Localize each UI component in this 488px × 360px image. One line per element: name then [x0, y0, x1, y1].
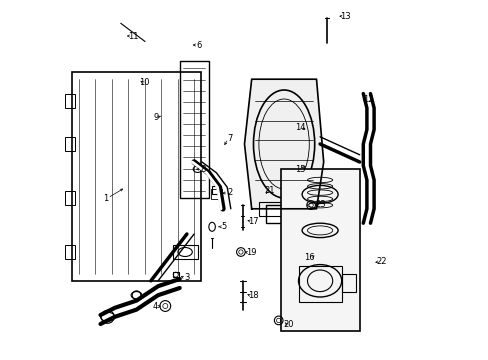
Bar: [64, 137, 75, 151]
Text: 9: 9: [153, 112, 159, 122]
Text: 3: 3: [184, 274, 189, 282]
Bar: [341, 274, 355, 292]
Bar: [179, 61, 208, 198]
Polygon shape: [244, 79, 323, 209]
Bar: [265, 205, 287, 223]
Text: 15: 15: [294, 165, 305, 174]
Text: 4: 4: [153, 302, 158, 311]
Bar: [212, 186, 221, 194]
Bar: [298, 266, 341, 302]
Text: 7: 7: [227, 134, 232, 143]
Text: 22: 22: [375, 257, 386, 266]
Text: 11: 11: [127, 32, 138, 41]
Text: 18: 18: [248, 292, 258, 300]
Bar: [172, 272, 179, 277]
Bar: [211, 189, 222, 199]
Text: 21: 21: [264, 186, 274, 195]
Bar: [64, 94, 75, 108]
Text: 1: 1: [103, 194, 108, 202]
Text: 12: 12: [363, 95, 373, 104]
Bar: [72, 72, 201, 281]
Text: 23: 23: [314, 200, 325, 209]
Bar: [64, 191, 75, 205]
Text: 10: 10: [139, 78, 150, 87]
Text: 8: 8: [200, 165, 205, 174]
Text: 2: 2: [227, 188, 232, 197]
Text: 19: 19: [245, 248, 256, 257]
Text: 13: 13: [339, 12, 350, 21]
Bar: [258, 202, 294, 216]
Text: 6: 6: [196, 41, 202, 50]
Bar: [172, 245, 197, 259]
Text: 14: 14: [294, 123, 305, 132]
Text: 16: 16: [304, 253, 314, 262]
Bar: [280, 169, 359, 331]
Text: 5: 5: [221, 222, 226, 231]
Bar: [64, 245, 75, 259]
Text: 17: 17: [248, 217, 258, 226]
Text: 20: 20: [283, 320, 293, 329]
